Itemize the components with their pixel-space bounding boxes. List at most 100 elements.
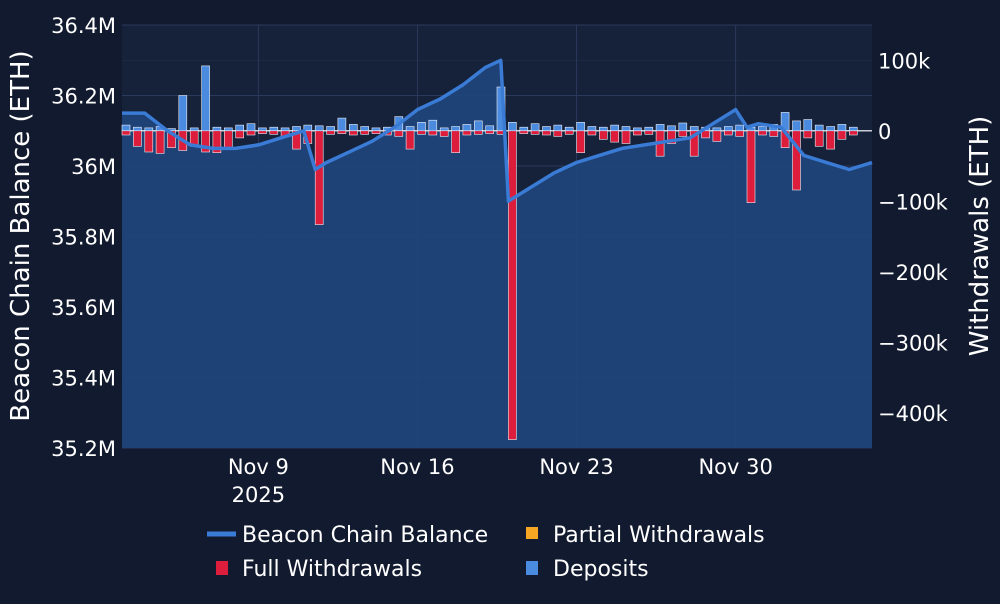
- deposit-bar: [848, 126, 858, 131]
- y2-tick-label: 100k: [878, 49, 931, 73]
- deposit-bar: [621, 126, 631, 131]
- deposit-bar: [258, 127, 267, 132]
- full-withdrawal-bar: [598, 130, 608, 140]
- full-withdrawal-bar: [326, 130, 335, 135]
- full-withdrawal-bar: [712, 130, 722, 142]
- legend-swatch-full: [216, 561, 228, 575]
- deposit-bar: [644, 126, 654, 131]
- y2-axis-title: Withdrawals (ETH): [965, 116, 995, 357]
- full-withdrawal-bar: [519, 130, 529, 134]
- full-withdrawal-bar: [701, 130, 710, 139]
- full-withdrawal-bar: [462, 130, 472, 136]
- full-withdrawal-bar: [439, 130, 449, 137]
- x-tick-label: Nov 16: [380, 455, 454, 479]
- deposit-bar: [735, 124, 745, 131]
- full-withdrawal-bar: [405, 130, 415, 150]
- y-tick-label: 35.8M: [51, 226, 116, 250]
- balance-line-layer: [122, 58, 873, 203]
- full-withdrawal-bar: [542, 130, 551, 136]
- full-withdrawal-bar: [235, 130, 244, 139]
- x-tick-label: Nov 9: [228, 455, 289, 479]
- x-tick-sublabel: 2025: [232, 483, 285, 507]
- full-withdrawal-bar: [337, 130, 347, 134]
- deposit-bar: [542, 126, 551, 131]
- deposit-bar: [792, 120, 801, 132]
- deposit-bar: [553, 124, 563, 131]
- deposit-bar: [201, 65, 210, 132]
- full-withdrawal-bar: [644, 130, 654, 135]
- deposit-bar: [576, 122, 585, 132]
- deposit-bar: [428, 119, 438, 132]
- full-withdrawal-bar: [428, 130, 438, 136]
- full-withdrawal-bar: [371, 130, 381, 134]
- legend-item-balance[interactable]: Beacon Chain Balance: [207, 523, 488, 548]
- legend-label-full: Full Withdrawals: [242, 557, 422, 582]
- y2-tick-label: −100k: [878, 190, 949, 214]
- full-withdrawal-bar: [417, 130, 426, 135]
- deposit-bar: [326, 126, 335, 131]
- full-withdrawal-bar: [633, 130, 642, 136]
- deposit-bar: [678, 122, 688, 132]
- full-withdrawal-bar: [167, 130, 176, 149]
- full-withdrawal-bar: [451, 130, 460, 154]
- deposit-bar: [439, 127, 449, 132]
- balance-area: [122, 60, 872, 449]
- deposit-bar: [758, 126, 767, 131]
- full-withdrawal-bar: [201, 130, 210, 153]
- legend-item-full[interactable]: Full Withdrawals: [216, 557, 422, 582]
- deposit-bar: [246, 123, 256, 132]
- deposit-bar: [587, 126, 597, 131]
- deposit-bar: [610, 124, 620, 131]
- full-withdrawal-bar: [314, 130, 324, 225]
- legend-item-deposits[interactable]: Deposits: [526, 557, 649, 582]
- deposit-bar: [121, 124, 131, 131]
- full-withdrawal-bar: [826, 130, 835, 150]
- deposit-bar: [292, 126, 301, 131]
- full-withdrawal-bar: [792, 130, 801, 191]
- deposit-bar: [462, 124, 472, 132]
- x-tick-label: Nov 23: [539, 455, 613, 479]
- deposit-bar: [144, 127, 154, 132]
- legend-swatch-partial: [526, 527, 538, 539]
- deposit-bar: [417, 122, 426, 132]
- full-withdrawal-bar: [746, 130, 756, 204]
- deposit-bar: [360, 126, 370, 131]
- deposit-bar: [485, 125, 495, 132]
- deposit-bar: [689, 126, 699, 131]
- y-tick-label: 36M: [71, 155, 116, 179]
- x-tick-label: Nov 30: [698, 455, 772, 479]
- y-tick-label: 35.6M: [51, 296, 116, 320]
- full-withdrawal-bar: [144, 130, 154, 153]
- full-withdrawal-bar: [667, 130, 676, 144]
- y-tick-label: 35.2M: [51, 437, 116, 461]
- y-tick-label: 35.4M: [51, 367, 116, 391]
- deposit-bar: [723, 126, 733, 131]
- y2-tick-label: −300k: [878, 331, 949, 355]
- legend-swatch-deposits: [526, 561, 538, 575]
- deposit-bar: [314, 125, 324, 132]
- withdrawal-bars-layer: [121, 65, 872, 440]
- deposit-bar: [837, 124, 847, 132]
- y2-tick-label: −400k: [878, 402, 949, 426]
- deposit-bar: [212, 126, 222, 131]
- full-withdrawal-bar: [348, 130, 358, 136]
- deposit-bar: [178, 95, 188, 132]
- legend: Beacon Chain Balance Partial Withdrawals…: [207, 523, 765, 582]
- deposit-bar: [814, 124, 824, 131]
- full-withdrawal-bar: [121, 130, 131, 136]
- deposit-bar: [564, 126, 574, 131]
- deposit-bar: [519, 126, 529, 131]
- full-withdrawal-bar: [360, 130, 370, 135]
- y-tick-label: 36.2M: [51, 85, 116, 109]
- full-withdrawal-bar: [678, 130, 688, 137]
- balance-area-layer: [122, 60, 872, 449]
- deposit-bar: [473, 120, 483, 132]
- legend-item-partial[interactable]: Partial Withdrawals: [526, 523, 765, 548]
- full-withdrawal-bar: [212, 130, 222, 154]
- full-withdrawal-bar: [689, 130, 699, 157]
- deposit-bar: [405, 126, 415, 131]
- full-withdrawal-bar: [758, 130, 767, 136]
- full-withdrawal-bar: [769, 130, 779, 137]
- full-withdrawal-bar: [735, 130, 745, 137]
